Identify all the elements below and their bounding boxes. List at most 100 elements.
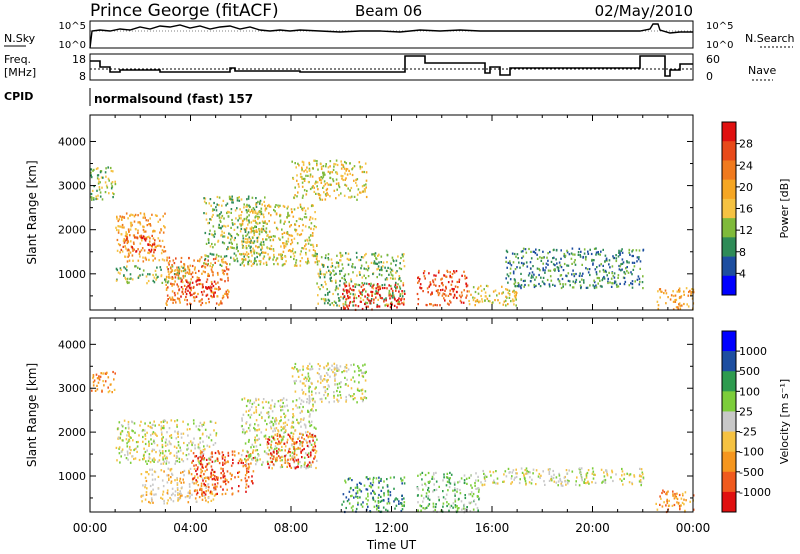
range-cell [330,183,332,186]
range-cell [183,474,185,477]
range-cell [164,212,166,215]
range-cell [360,490,363,493]
range-cell [143,214,146,217]
range-cell [127,217,129,220]
range-cell [313,159,315,162]
range-cell [244,458,246,461]
range-cell [315,257,318,260]
range-cell [585,267,587,270]
range-cell [370,485,372,488]
range-cell [139,223,142,226]
range-cell [216,485,218,488]
range-cell [622,261,625,264]
range-cell [291,455,294,458]
range-cell [386,287,388,290]
range-cell [437,496,440,499]
range-cell [352,293,355,296]
range-cell [153,276,156,279]
range-cell [196,473,198,476]
range-cell [513,282,516,285]
range-cell [419,473,422,476]
range-cell [103,384,105,387]
range-cell [324,378,326,381]
range-cell [246,254,249,257]
range-cell [436,304,438,307]
range-cell [438,485,440,488]
range-cell [136,450,138,453]
range-cell [104,380,107,383]
range-cell [157,220,160,223]
range-cell [269,205,272,208]
range-cell [347,263,350,266]
range-cell [116,238,119,242]
range-cell [320,181,323,184]
range-cell [211,492,214,496]
range-cell [520,261,523,265]
range-cell [294,366,296,369]
range-cell [633,261,636,264]
range-cell [231,236,233,239]
range-cell [362,284,365,287]
range-cell [131,254,134,257]
range-cell [357,188,360,191]
range-cell [674,494,676,498]
range-cell [575,278,578,281]
range-cell [492,471,495,474]
range-cell [660,497,662,500]
range-cell [325,372,328,375]
range-cell [199,449,202,452]
range-cell [187,423,189,426]
range-cell [242,258,244,261]
range-cell [533,273,535,276]
range-cell [254,211,256,215]
range-cell [274,402,276,406]
range-cell [602,264,604,267]
range-cell [144,434,147,437]
range-cell [663,501,665,504]
range-cell [145,470,147,474]
range-cell [692,494,695,497]
range-cell [398,275,401,278]
range-cell [263,243,265,246]
range-cell [228,211,230,214]
range-cell [263,216,265,219]
range-cell [389,267,392,270]
range-cell [325,163,327,166]
range-cell [268,466,270,469]
range-cell [247,463,250,466]
range-cell [264,207,267,210]
range-cell [438,269,440,272]
range-cell [170,476,172,479]
range-cell [119,437,121,440]
range-cell [631,280,634,283]
range-cell [223,242,226,245]
range-cell [381,284,384,287]
range-cell [230,226,232,229]
range-cell [187,289,189,292]
range-cell [342,500,345,503]
range-cell [690,294,692,297]
range-cell [173,445,176,448]
range-cell [358,488,361,491]
range-cell [327,384,330,387]
range-cell [131,213,134,217]
range-cell [287,240,290,243]
range-cell [531,478,533,481]
range-cell [199,421,202,424]
range-cell [466,294,468,297]
range-cell [221,204,223,207]
range-cell [144,450,147,454]
range-cell [242,449,244,452]
range-cell [559,479,562,482]
range-cell [247,260,249,264]
range-cell [279,442,282,445]
range-cell [287,205,289,208]
range-cell [361,307,364,311]
range-cell [545,262,548,265]
range-cell [194,455,196,458]
range-cell [446,501,448,504]
range-cell [324,389,327,392]
range-cell [345,395,347,399]
range-cell [214,483,216,486]
range-cell [431,291,433,294]
